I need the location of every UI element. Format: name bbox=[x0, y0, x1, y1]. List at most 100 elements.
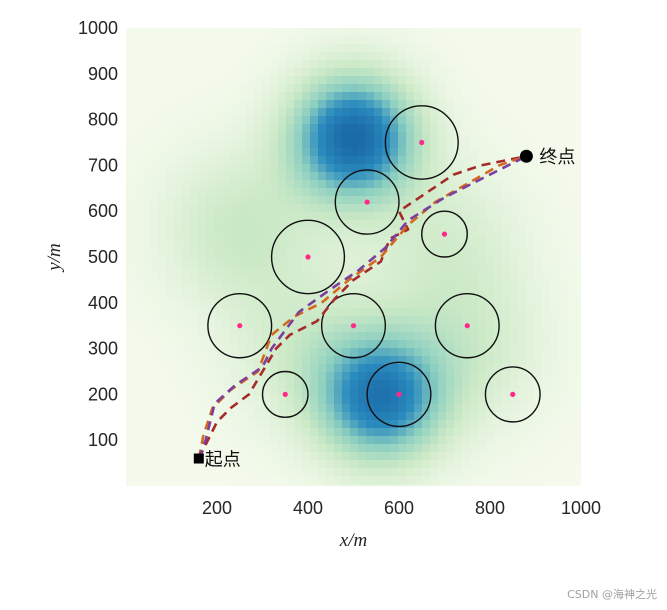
heatmap-cell bbox=[286, 460, 295, 469]
heatmap-cell bbox=[158, 268, 167, 277]
heatmap-cell bbox=[294, 276, 303, 285]
heatmap-cell bbox=[302, 148, 311, 157]
heatmap-cell bbox=[398, 76, 407, 85]
heatmap-cell bbox=[438, 156, 447, 165]
heatmap-cell bbox=[182, 212, 191, 221]
heatmap-cell bbox=[566, 220, 575, 229]
heatmap-cell bbox=[454, 444, 463, 453]
heatmap-cell bbox=[342, 460, 351, 469]
heatmap-cell bbox=[542, 108, 551, 117]
heatmap-cell bbox=[278, 188, 287, 197]
heatmap-cell bbox=[534, 236, 543, 245]
heatmap-cell bbox=[190, 204, 199, 213]
heatmap-cell bbox=[502, 460, 511, 469]
heatmap-cell bbox=[182, 220, 191, 229]
heatmap-cell bbox=[222, 228, 231, 237]
heatmap-cell bbox=[414, 356, 423, 365]
heatmap-cell bbox=[542, 420, 551, 429]
heatmap-cell bbox=[270, 180, 279, 189]
heatmap-cell bbox=[206, 196, 215, 205]
heatmap-cell bbox=[174, 132, 183, 141]
heatmap-cell bbox=[358, 292, 367, 301]
heatmap-cell bbox=[334, 356, 343, 365]
heatmap-cell bbox=[510, 420, 519, 429]
heatmap-cell bbox=[566, 108, 575, 117]
heatmap-cell bbox=[254, 316, 263, 325]
heatmap-cell bbox=[406, 268, 415, 277]
heatmap-cell bbox=[166, 324, 175, 333]
heatmap-cell bbox=[166, 404, 175, 413]
heatmap-cell bbox=[510, 340, 519, 349]
heatmap-cell bbox=[358, 412, 367, 421]
heatmap-cell bbox=[534, 124, 543, 133]
heatmap-cell bbox=[398, 340, 407, 349]
heatmap-cell bbox=[278, 36, 287, 45]
heatmap-cell bbox=[470, 44, 479, 53]
heatmap-cell bbox=[310, 476, 319, 485]
heatmap-cell bbox=[398, 396, 407, 405]
heatmap-cell bbox=[142, 284, 151, 293]
heatmap-cell bbox=[550, 100, 559, 109]
heatmap-cell bbox=[342, 420, 351, 429]
heatmap-cell bbox=[350, 428, 359, 437]
heatmap-cell bbox=[166, 124, 175, 133]
heatmap-cell bbox=[206, 276, 215, 285]
heatmap-cell bbox=[294, 316, 303, 325]
heatmap-cell bbox=[286, 308, 295, 317]
heatmap-cell bbox=[374, 468, 383, 477]
heatmap-cell bbox=[478, 484, 487, 486]
heatmap-cell bbox=[190, 476, 199, 485]
heatmap-cell bbox=[310, 204, 319, 213]
heatmap-cell bbox=[438, 324, 447, 333]
heatmap-cell bbox=[430, 460, 439, 469]
heatmap-cell bbox=[478, 476, 487, 485]
heatmap-cell bbox=[478, 60, 487, 69]
heatmap-cell bbox=[398, 316, 407, 325]
heatmap-cell bbox=[558, 364, 567, 373]
heatmap-cell bbox=[158, 220, 167, 229]
heatmap-cell bbox=[190, 132, 199, 141]
heatmap-cell bbox=[230, 404, 239, 413]
heatmap-cell bbox=[366, 292, 375, 301]
heatmap-cell bbox=[214, 436, 223, 445]
heatmap-cell bbox=[334, 244, 343, 253]
heatmap-cell bbox=[334, 28, 343, 37]
heatmap-cell bbox=[214, 100, 223, 109]
heatmap-cell bbox=[462, 52, 471, 61]
heatmap-cell bbox=[230, 284, 239, 293]
heatmap-cell bbox=[278, 132, 287, 141]
heatmap-cell bbox=[310, 460, 319, 469]
heatmap-cell bbox=[262, 332, 271, 341]
heatmap-cell bbox=[454, 292, 463, 301]
heatmap-cell bbox=[462, 396, 471, 405]
heatmap-cell bbox=[550, 220, 559, 229]
heatmap-cell bbox=[478, 164, 487, 173]
heatmap-cell bbox=[294, 476, 303, 485]
heatmap-cell bbox=[502, 316, 511, 325]
heatmap-cell bbox=[318, 436, 327, 445]
heatmap-cell bbox=[550, 156, 559, 165]
heatmap-cell bbox=[478, 364, 487, 373]
heatmap-cell bbox=[302, 260, 311, 269]
heatmap-cell bbox=[206, 188, 215, 197]
heatmap-cell bbox=[214, 60, 223, 69]
heatmap-cell bbox=[158, 180, 167, 189]
heatmap-cell bbox=[502, 28, 511, 37]
heatmap-cell bbox=[422, 364, 431, 373]
heatmap-cell bbox=[398, 52, 407, 61]
heatmap-cell bbox=[238, 124, 247, 133]
heatmap-cell bbox=[134, 324, 143, 333]
heatmap-cell bbox=[534, 100, 543, 109]
heatmap-cell bbox=[390, 284, 399, 293]
heatmap-cell bbox=[318, 180, 327, 189]
heatmap-cell bbox=[558, 436, 567, 445]
heatmap-cell bbox=[574, 204, 581, 213]
heatmap-cell bbox=[158, 412, 167, 421]
heatmap-cell bbox=[502, 228, 511, 237]
heatmap-cell bbox=[278, 60, 287, 69]
heatmap-cell bbox=[134, 204, 143, 213]
heatmap-cell bbox=[286, 388, 295, 397]
heatmap-cell bbox=[398, 204, 407, 213]
heatmap-cell bbox=[422, 316, 431, 325]
heatmap-cell bbox=[462, 484, 471, 486]
